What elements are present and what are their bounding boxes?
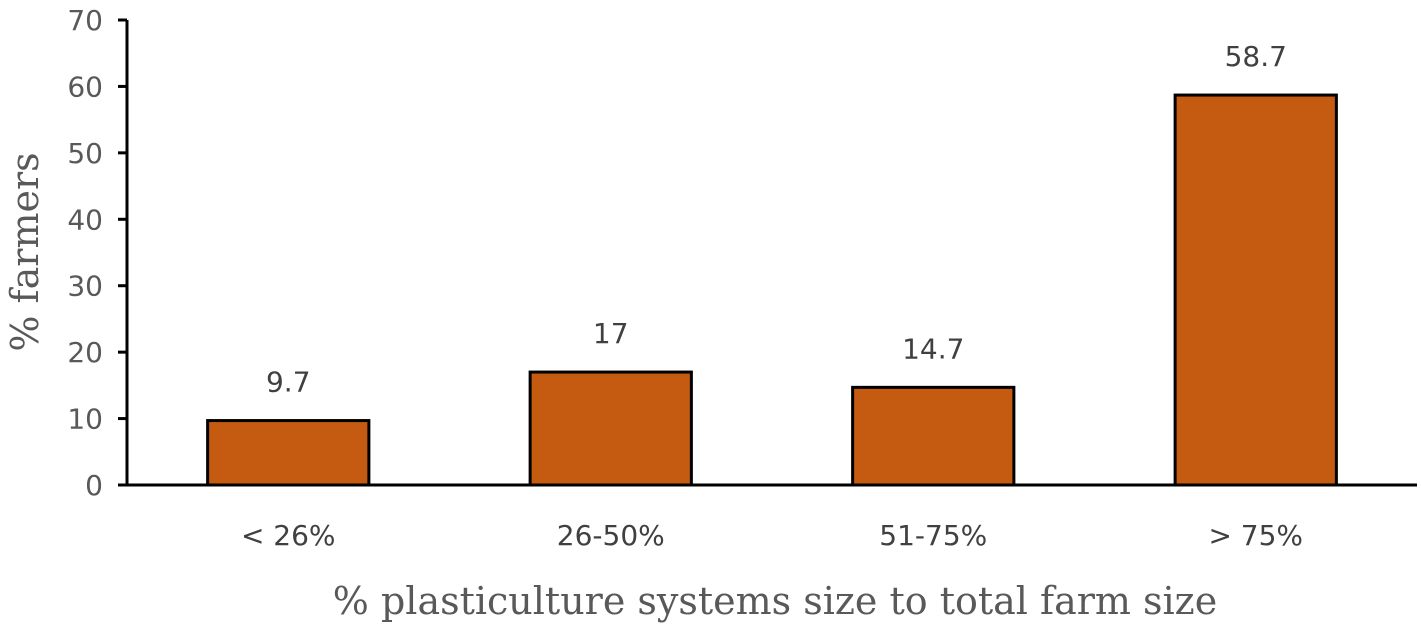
bar	[528, 370, 693, 487]
x-tick-label: 26-50%	[557, 519, 665, 552]
bar	[206, 419, 371, 487]
x-axis-title: % plasticulture systems size to total fa…	[333, 579, 1217, 623]
data-labels: 9.7 17 14.7 58.7	[266, 40, 1287, 399]
data-label: 17	[593, 317, 629, 350]
x-tick-label: 51-75%	[879, 519, 987, 552]
y-tick-label: 0	[85, 469, 103, 502]
x-tick-label: > 75%	[1208, 519, 1303, 552]
y-tick-label: 10	[67, 403, 103, 436]
bars	[206, 93, 1338, 487]
y-tick-label: 60	[67, 70, 103, 103]
data-label: 14.7	[902, 332, 964, 365]
y-axis-ticks: 0 10 20 30 40 50 60 70	[67, 4, 127, 502]
y-tick-label: 30	[67, 270, 103, 303]
bar	[1173, 93, 1338, 487]
bar	[851, 385, 1016, 487]
y-tick-label: 50	[67, 137, 103, 170]
x-axis-category-labels: < 26% 26-50% 51-75% > 75%	[241, 519, 1303, 552]
x-tick-label: < 26%	[241, 519, 336, 552]
y-tick-label: 40	[67, 203, 103, 236]
y-tick-label: 20	[67, 336, 103, 369]
y-axis-title: % farmers	[3, 152, 47, 351]
data-label: 58.7	[1225, 40, 1287, 73]
y-tick-label: 70	[67, 4, 103, 37]
data-label: 9.7	[266, 366, 311, 399]
